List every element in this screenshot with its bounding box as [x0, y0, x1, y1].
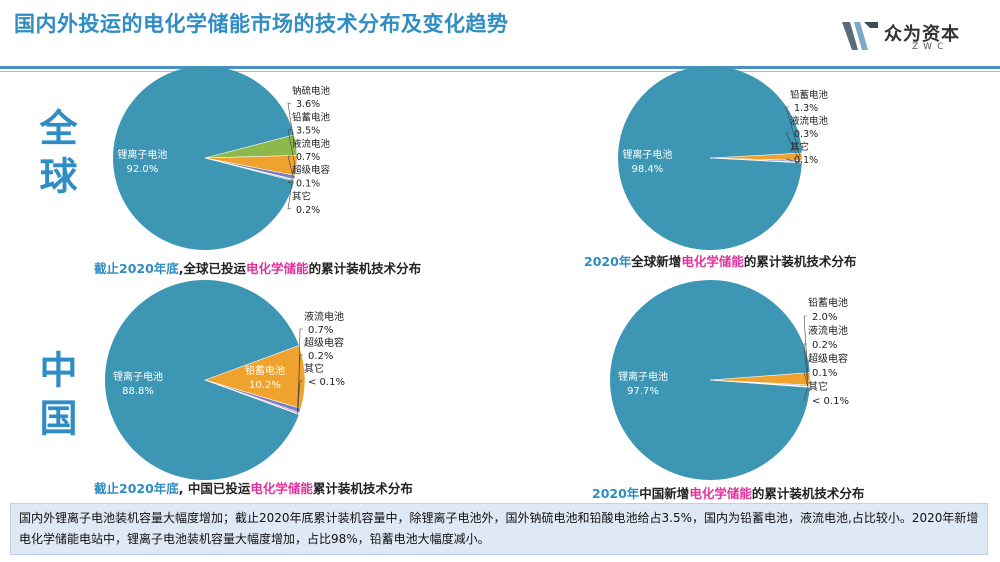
- caption-mid: 中国新增: [639, 486, 690, 501]
- caption-post: 的累计装机技术分布: [743, 254, 857, 269]
- slice-name-label: 锂离子电池: [618, 370, 668, 383]
- leader-line: [287, 129, 296, 166]
- slice-name-label: 超级电容: [808, 352, 848, 365]
- slice-value-label: 92.0%: [127, 164, 159, 175]
- pie-slice: [618, 65, 802, 250]
- logo-name: 众为资本: [884, 24, 960, 45]
- caption-global-new: 2020年全球新增电化学储能的累计装机技术分布: [584, 251, 856, 270]
- slice-name-label: 超级电容: [304, 336, 344, 349]
- caption-highlight: 电化学储能: [250, 481, 313, 496]
- region-label-global: 全球: [33, 108, 77, 204]
- slice-value-label: 3.5%: [296, 126, 320, 137]
- slice-value-label: 0.7%: [296, 152, 320, 163]
- leader-line: [296, 380, 303, 414]
- slice-name-label: 其它: [292, 191, 311, 203]
- leader-line: [803, 315, 809, 379]
- caption-post: 的累计装机技术分布: [308, 261, 422, 276]
- pie-slice: [104, 280, 299, 480]
- slice-value-label: < 0.1%: [308, 377, 345, 388]
- slice-name-label: 液流电池: [292, 138, 331, 150]
- slice-value-label: 98.4%: [632, 164, 664, 175]
- pie-slice: [610, 279, 810, 480]
- slice-name-label: 铅蓄电池: [790, 89, 829, 101]
- slice-name-label: 液流电池: [808, 324, 848, 337]
- leader-line: [785, 132, 801, 162]
- pie-slice: [204, 157, 295, 182]
- leader-line: [785, 106, 801, 157]
- pie-chart-0: 锂离子电池 92.0% 钠硫电池 3.6%铅蓄电池 3.5%液流电池 0.7%超级电容 0.…: [112, 65, 331, 250]
- slice-value-label: 10.2%: [249, 380, 281, 391]
- caption-china-new: 2020年中国新增电化学储能的累计装机技术分布: [592, 483, 864, 502]
- slice-value-label: 0.2%: [812, 340, 837, 351]
- slice-value-label: 0.1%: [296, 178, 320, 189]
- pie-slice: [709, 379, 811, 388]
- slice-value-label: 0.2%: [296, 205, 320, 216]
- leader-line: [803, 387, 808, 401]
- slice-name-label: 铅蓄电池: [292, 111, 331, 123]
- pie-chart-1: 锂离子电池 98.4% 铅蓄电池 1.3%液流电池 0.3%其它 0.1%: [618, 65, 829, 250]
- slice-name-label: 铅蓄电池: [245, 364, 285, 377]
- caption-mid: ,全球已投运: [178, 261, 247, 276]
- slice-name-label: 其它: [790, 141, 809, 153]
- caption-highlight: 电化学储能: [246, 261, 309, 276]
- header-rule-thin: [0, 71, 1000, 72]
- logo: 众为资本 ZWC: [840, 18, 990, 58]
- pie-chart-3: 锂离子电池 97.7% 铅蓄电池 2.0%液流电池 0.2%超级电容 0.1%其它 < 0.…: [610, 279, 849, 480]
- slice-value-label: 0.1%: [812, 368, 837, 379]
- caption-pre: 2020年: [584, 254, 632, 269]
- leader-line: [287, 180, 293, 210]
- caption-mid: 全球新增: [631, 254, 682, 269]
- slice-name-label: 锂离子电池: [113, 370, 163, 383]
- caption-mid: , 中国已投运: [178, 481, 251, 496]
- slice-value-label: 97.7%: [627, 386, 659, 397]
- summary-text: 国内外锂离子电池装机容量大幅度增加；截止2020年底累计装机容量中，除锂离子电池…: [10, 503, 988, 555]
- leader-line: [785, 158, 801, 163]
- caption-highlight: 电化学储能: [689, 486, 752, 501]
- slice-name-label: 液流电池: [790, 115, 829, 127]
- leader-line: [287, 102, 295, 146]
- caption-post: 的累计装机技术分布: [751, 486, 865, 501]
- leader-line: [287, 179, 293, 183]
- slice-name-label: 液流电池: [304, 310, 344, 323]
- slice-value-label: 0.3%: [794, 129, 818, 140]
- leader-line: [297, 354, 303, 413]
- caption-global-cumulative: 截止2020年底,全球已投运电化学储能的累计装机技术分布: [94, 258, 421, 277]
- slice-value-label: 88.8%: [122, 386, 154, 397]
- slice-name-label: 锂离子电池: [117, 148, 167, 161]
- header: 国内外投运的电化学储能市场的技术分布及变化趋势 众为资本 ZWC: [0, 0, 1000, 66]
- slice-value-label: 2.0%: [812, 312, 837, 323]
- pie-slice: [709, 157, 803, 164]
- leader-line: [803, 371, 809, 387]
- slice-name-label: 锂离子电池: [622, 148, 672, 161]
- page-title: 国内外投运的电化学储能市场的技术分布及变化趋势: [14, 12, 509, 36]
- slice-value-label: 0.7%: [308, 325, 333, 336]
- slice-name-label: 铅蓄电池: [808, 296, 848, 309]
- slice-value-label: 0.2%: [308, 351, 333, 362]
- caption-pre: 截止2020年底: [94, 261, 179, 276]
- pie-chart-2: 锂离子电池 88.8% 铅蓄电池 10.2% 液流电池 0.7%超级电容 0.2%其它 < 0…: [104, 280, 345, 480]
- header-rule: [0, 66, 1000, 69]
- caption-china-cumulative: 截止2020年底, 中国已投运电化学储能累计装机技术分布: [94, 478, 413, 497]
- caption-highlight: 电化学储能: [681, 254, 744, 269]
- logo-sub: ZWC: [912, 42, 949, 52]
- slice-name-label: 其它: [808, 380, 828, 393]
- slice-value-label: < 0.1%: [812, 396, 849, 407]
- slice-value-label: 3.6%: [296, 99, 320, 110]
- caption-pre: 截止2020年底: [94, 481, 179, 496]
- slice-value-label: 0.1%: [794, 155, 818, 166]
- region-label-china: 中国: [33, 350, 77, 446]
- leader-line: [287, 155, 294, 178]
- slice-value-label: 1.3%: [794, 103, 818, 114]
- slice-name-label: 超级电容: [292, 164, 331, 176]
- logo-mark-icon: [842, 22, 878, 50]
- slice-name-label: 其它: [304, 362, 324, 375]
- slice-name-label: 钠硫电池: [292, 85, 331, 97]
- caption-post: 累计装机技术分布: [312, 481, 413, 496]
- pie-slice: [112, 65, 295, 250]
- pie-slice: [204, 379, 300, 415]
- caption-pre: 2020年: [592, 486, 640, 501]
